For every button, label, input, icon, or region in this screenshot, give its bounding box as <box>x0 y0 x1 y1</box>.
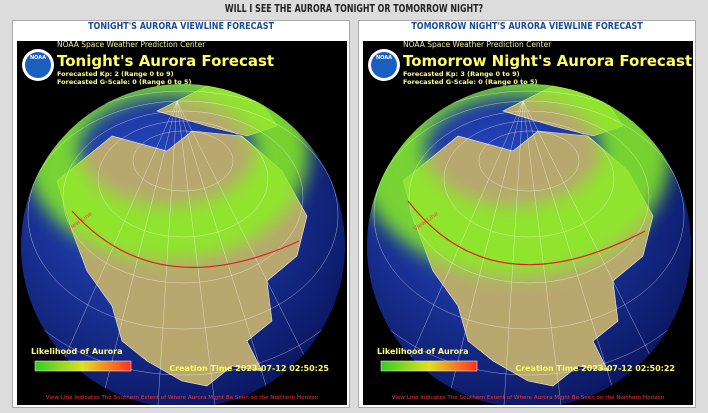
meridian <box>176 100 218 405</box>
meridian <box>156 100 178 405</box>
logo-text: NOAA <box>376 55 392 61</box>
forecast-panel: TOMORROW NIGHT'S AURORA VIEWLINE FORECAS… <box>358 20 696 408</box>
logo-inner <box>25 52 51 78</box>
globe-content <box>21 84 345 405</box>
graticule <box>367 90 691 376</box>
agency: NOAA Space Weather Prediction Center <box>57 41 206 49</box>
graticule <box>408 110 650 284</box>
legend-title: Likelihood of Aurora <box>377 347 469 356</box>
forecast-title: Tomorrow Night's Aurora Forecast <box>403 52 692 70</box>
page-title: WILL I SEE THE AURORA TONIGHT OR TOMORRO… <box>224 2 484 15</box>
logo-text: NOAA <box>30 55 46 61</box>
panel-heading: TOMORROW NIGHT'S AURORA VIEWLINE FORECAS… <box>411 21 643 32</box>
graticule <box>478 130 580 192</box>
legend-title: Likelihood of Aurora <box>31 347 123 356</box>
g-scale: Forecasted G-Scale: 0 (Range 0 to 5) <box>403 78 537 86</box>
legend-bar <box>34 360 132 372</box>
kp: Forecasted Kp: 3 (Range 0 to 9) <box>403 70 520 78</box>
meridian <box>176 100 278 405</box>
legend-bar <box>380 360 478 372</box>
forecast-panel: TONIGHT'S AURORA VIEWLINE FORECAST View L… <box>12 20 350 408</box>
graticule <box>27 100 339 330</box>
view-line <box>71 210 300 269</box>
aurora-oval <box>24 84 310 261</box>
meridian <box>522 100 624 405</box>
g-scale: Forecasted G-Scale: 0 (Range 0 to 5) <box>57 78 191 86</box>
logo-inner <box>371 52 397 78</box>
panel-heading: TONIGHT'S AURORA VIEWLINE FORECAST <box>88 21 274 32</box>
creation-time: Creation Time 2023-07-12 02:50:22 <box>515 364 675 373</box>
agency: NOAA Space Weather Prediction Center <box>403 41 552 49</box>
graticule <box>62 110 304 284</box>
creation-time: Creation Time 2023-07-12 02:50:25 <box>169 364 329 373</box>
graticule <box>373 100 685 330</box>
graticule <box>21 90 345 376</box>
meridian <box>502 100 524 405</box>
forecast-title: Tonight's Aurora Forecast <box>57 52 274 70</box>
kp: Forecasted Kp: 2 (Range 0 to 9) <box>57 70 174 78</box>
footer-note: View Line Indicates The Southern Extent … <box>46 395 319 401</box>
view-line <box>407 200 646 266</box>
graticule <box>132 130 234 192</box>
meridian <box>522 100 564 405</box>
footer-note: View Line Indicates The Southern Extent … <box>392 395 665 401</box>
